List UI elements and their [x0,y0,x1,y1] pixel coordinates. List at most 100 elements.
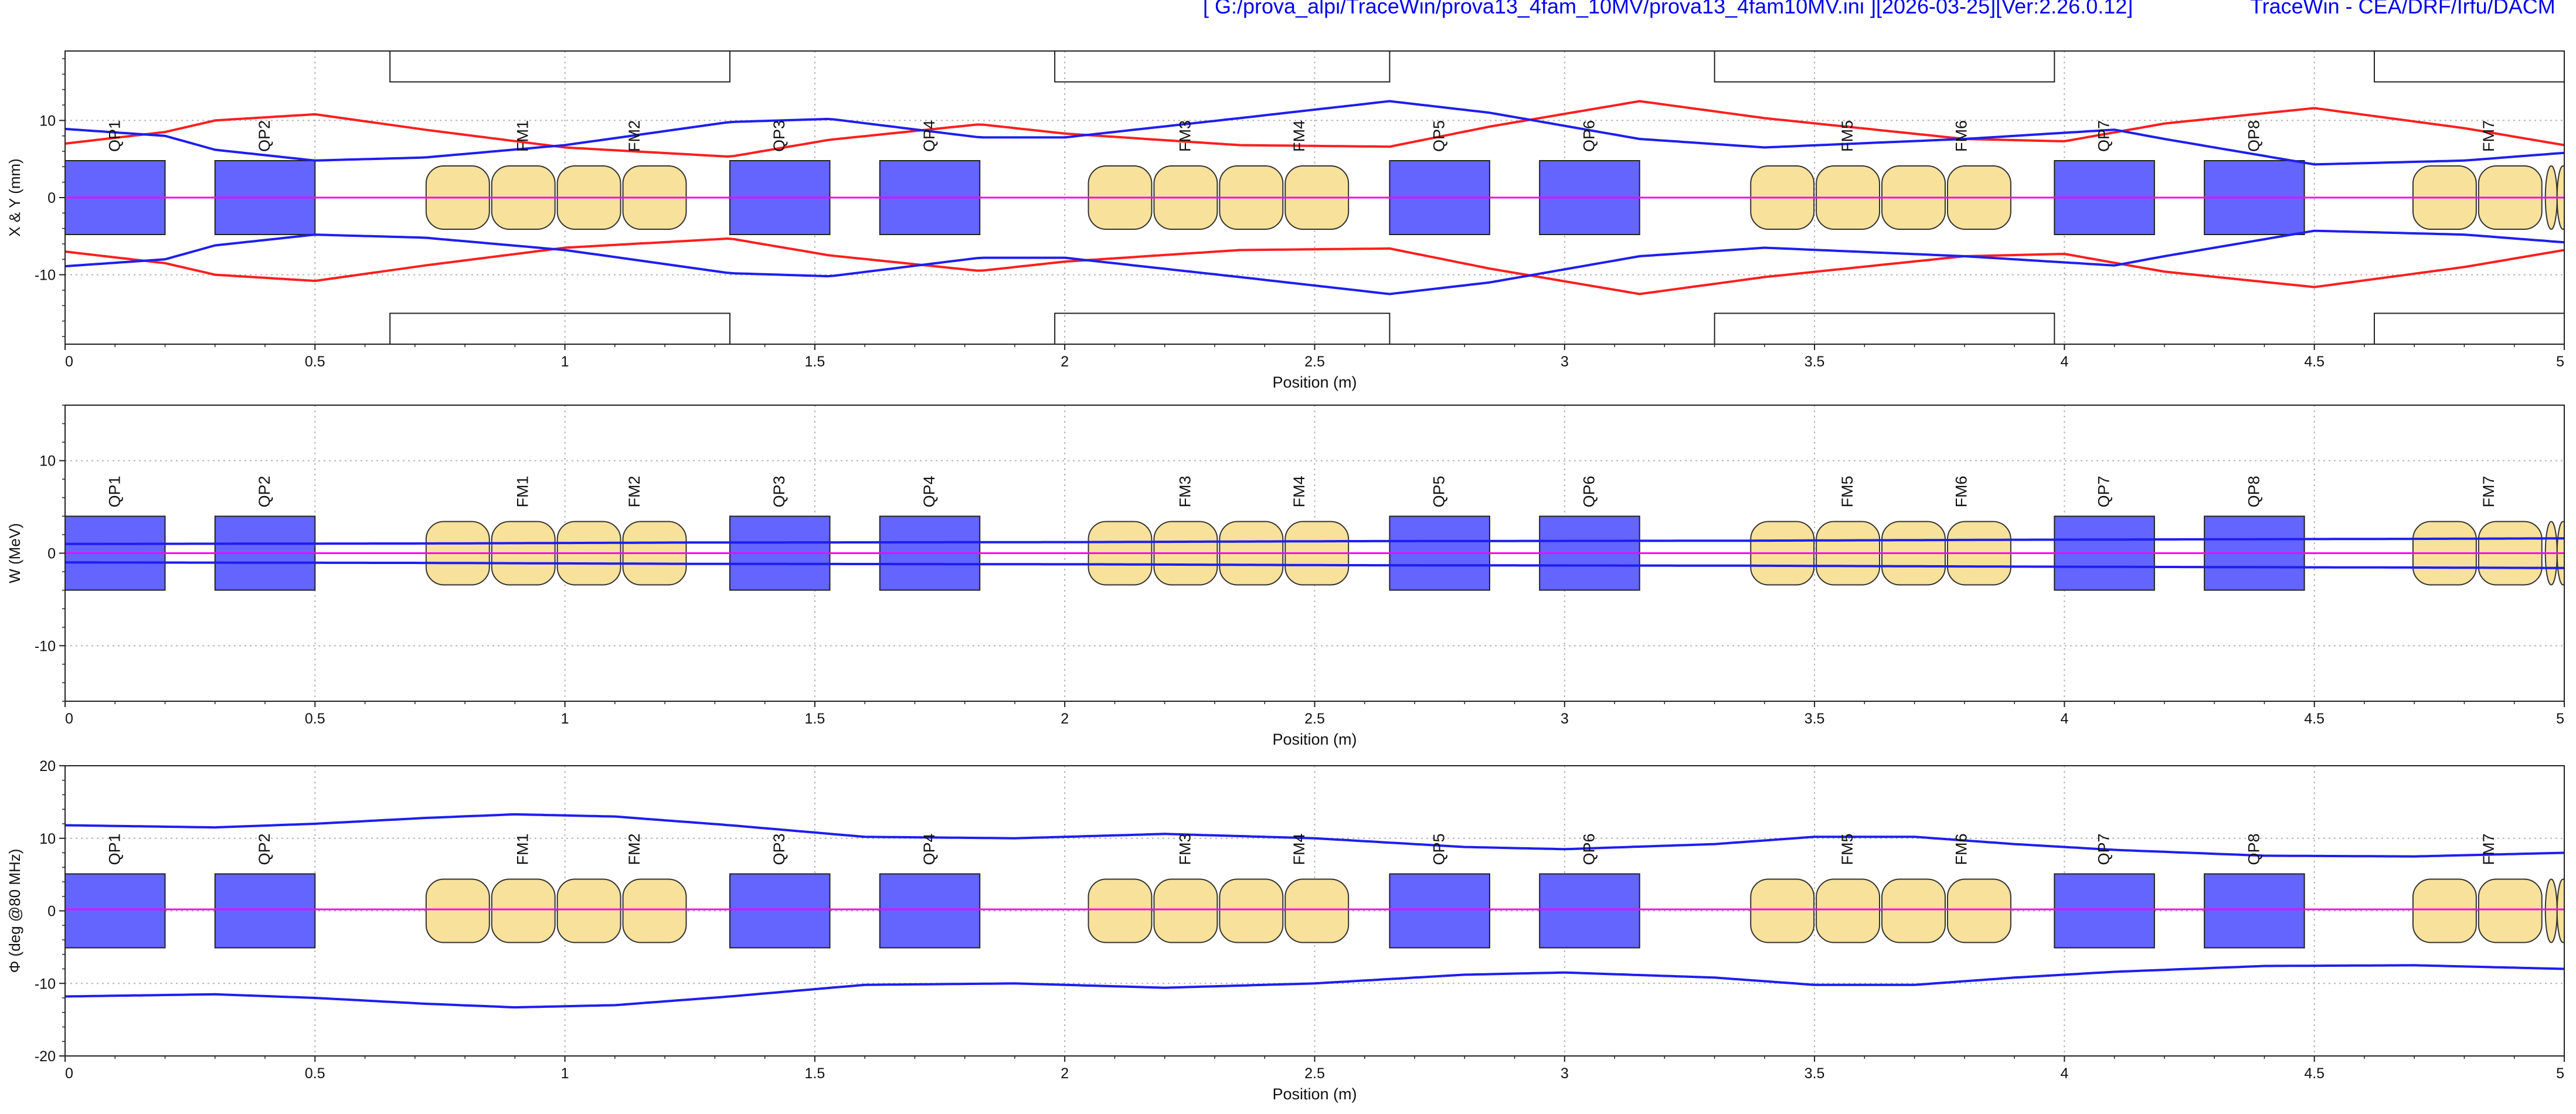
y-tick-label: 10 [39,113,56,129]
element-label-qp2: QP2 [256,120,273,152]
cavity-cell [2544,878,2558,943]
y-axis-label: Φ (deg @80 MHz) [6,849,23,973]
x-tick-label: 3.5 [1804,1065,1825,1082]
plot-area [65,813,2564,1009]
element-label-fm3: FM3 [1176,476,1194,508]
cavity-cell [556,878,621,943]
y-tick-label: -10 [35,267,56,284]
y-axis-label: W (MeV) [6,523,23,583]
x-tick-label: 0 [65,1065,73,1082]
x-tick-label: 0.5 [305,1065,325,1082]
x-tick-label: 4.5 [2304,354,2324,370]
x-tick-label: 4.5 [2304,711,2324,727]
y-tick-label: 10 [39,831,56,847]
element-label-qp8: QP8 [2245,120,2262,152]
x-tick-label: 5 [2556,1065,2564,1082]
series-w-envelope [65,537,2564,545]
element-label-qp2: QP2 [256,476,273,507]
element-label-fm2: FM2 [626,476,643,508]
y-tick-label: 10 [39,453,56,470]
x-tick-label: 2.5 [1304,354,1325,370]
y-tick-label: 20 [39,758,56,775]
plot-area [65,51,2564,344]
cavity-cell [2556,878,2564,943]
element-label-fm6: FM6 [1953,120,1970,152]
plot-panel-phase[interactable]: QP1 QP2 FM1 FM2 QP3 QP4 FM3 FM4 QP5 QP6 FM5 FM6 QP7 Q… [6,758,2569,1103]
aperture-top [1054,51,1391,83]
element-label-fm1: FM1 [514,476,532,508]
x-tick-label: 3 [1561,711,1569,727]
quadrupole-qp2 [214,873,316,949]
cavity-cell [1284,878,1350,943]
series-y-envelope-lower [65,229,2564,296]
x-axis-label: Position (m) [1272,373,1357,391]
x-tick-label: 5 [2556,711,2564,727]
cavity-cell [491,878,556,943]
x-tick-label: 0 [65,711,73,727]
element-label-qp4: QP4 [920,833,938,865]
element-label-fm7: FM7 [2480,834,2497,865]
x-tick-label: 2 [1061,711,1069,727]
element-label-fm5: FM5 [1838,120,1856,152]
element-label-fm4: FM4 [1290,120,1308,152]
quadrupole-qp1 [65,873,166,949]
x-axis-label: Position (m) [1272,1085,1357,1103]
cavity-cell [425,878,490,943]
element-label-qp5: QP5 [1430,476,1448,507]
aperture-top [389,51,730,83]
x-tick-label: 2 [1061,1065,1069,1082]
aperture-bottom [2374,313,2564,344]
aperture-top [1714,51,2055,83]
cavity-cell [1750,878,1815,943]
element-label-qp7: QP7 [2095,476,2113,507]
element-label-qp5: QP5 [1430,833,1448,865]
x-tick-label: 2.5 [1304,1065,1325,1082]
element-label-qp8: QP8 [2245,476,2262,507]
x-tick-label: 3 [1561,1065,1569,1082]
cavity-cell [1881,878,1946,943]
y-tick-label: -20 [35,1048,56,1065]
x-tick-label: 0.5 [305,354,325,370]
y-tick-label: -10 [35,638,56,654]
element-label-fm4: FM4 [1290,834,1308,865]
element-label-qp6: QP6 [1580,833,1598,865]
cavity-cell [2412,878,2477,943]
plot-panel-xy-envelope[interactable]: QP1 QP2 FM1 FM2 QP3 QP4 FM3 FM4 QP5 QP6 FM5 FM6 QP7 Q… [6,49,2569,391]
element-label-fm6: FM6 [1953,834,1970,865]
x-tick-label: 1 [561,711,569,727]
cavity-cell [622,878,687,943]
element-label-fm3: FM3 [1176,120,1194,152]
element-label-qp1: QP1 [106,476,123,507]
element-label-fm3: FM3 [1176,834,1194,865]
cavity-cell [1219,878,1284,943]
cavity-cell [1816,878,1881,943]
x-tick-label: 1 [561,354,569,370]
series-w-envelope-lower [65,561,2564,569]
x-tick-label: 3 [1561,354,1569,370]
element-label-fm7: FM7 [2480,120,2497,152]
element-label-qp4: QP4 [920,120,938,152]
plot-panel-energy[interactable]: QP1 QP2 FM1 FM2 QP3 QP4 FM3 FM4 QP5 QP6 FM5 FM6 QP7 Q… [6,405,2569,748]
element-label-fm5: FM5 [1838,476,1856,508]
element-label-qp7: QP7 [2095,833,2113,865]
x-tick-label: 4 [2060,1065,2068,1082]
element-label-qp3: QP3 [770,833,788,865]
element-label-qp7: QP7 [2095,120,2113,152]
element-label-qp1: QP1 [106,833,123,865]
x-tick-label: 2.5 [1304,711,1325,727]
x-tick-label: 1.5 [805,1065,825,1082]
series-phase-envelope-lower [65,964,2564,1009]
element-label-fm5: FM5 [1838,834,1856,865]
y-axis-label: X & Y (mm) [6,158,23,236]
aperture-bottom [1714,313,2055,344]
x-tick-label: 0.5 [305,711,325,727]
y-tick-label: 0 [47,546,56,562]
element-label-qp8: QP8 [2245,833,2262,865]
file-path-title: [ G:/prova_alpi/TraceWin/prova13_4fam_10… [1203,0,2133,18]
x-tick-label: 3.5 [1804,711,1825,727]
quadrupole-qp8 [2204,873,2305,949]
element-label-qp6: QP6 [1580,476,1598,507]
plot-area [65,515,2564,591]
x-tick-label: 4 [2060,711,2068,727]
